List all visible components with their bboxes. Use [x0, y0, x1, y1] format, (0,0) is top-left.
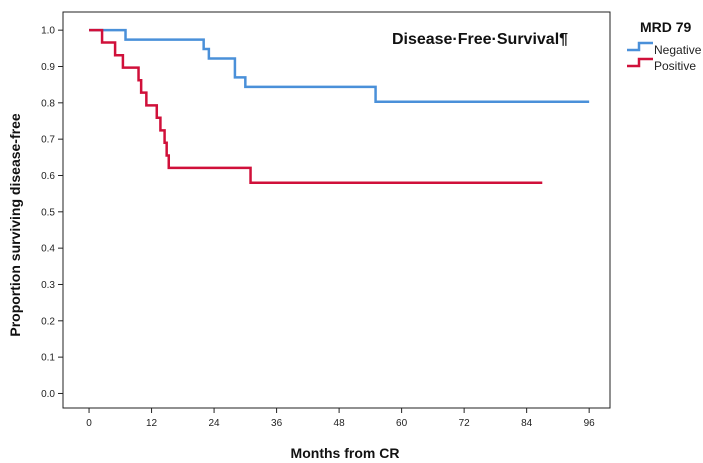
y-tick-label: 0.3 — [41, 280, 55, 291]
x-axis-title: Months from CR — [291, 445, 400, 461]
x-tick-label: 48 — [334, 418, 346, 429]
x-tick-label: 96 — [584, 418, 596, 429]
legend-label-negative: Negative — [654, 43, 702, 57]
plot-border — [62, 11, 611, 409]
y-tick-label: 0.7 — [41, 135, 55, 146]
plot-frame — [62, 11, 611, 409]
y-tick-label: 1.0 — [41, 26, 55, 37]
y-axis: 0.0 0.1 0.2 0.3 0.4 0.5 0.6 0.7 0.8 0.9 1.0 — [41, 26, 63, 400]
y-tick-label: 0.8 — [41, 98, 55, 109]
legend-label-positive: Positive — [654, 59, 696, 73]
x-tick-label: 12 — [146, 418, 158, 429]
x-tick-label: 72 — [459, 418, 471, 429]
legend-swatch-positive — [627, 57, 653, 68]
y-tick-label: 0.6 — [41, 171, 55, 182]
x-tick-label: 84 — [521, 418, 533, 429]
x-axis: 0 12 24 36 48 60 72 84 96 — [86, 408, 595, 429]
x-tick-label: 24 — [209, 418, 221, 429]
legend: MRD 79 Negative Positive — [627, 19, 702, 73]
y-tick-label: 0.5 — [41, 207, 55, 218]
series-layer — [89, 28, 590, 185]
legend-swatch-negative — [627, 41, 653, 52]
y-tick-label: 0.0 — [41, 389, 55, 400]
legend-title: MRD 79 — [640, 19, 692, 35]
y-tick-label: 0.1 — [41, 353, 55, 364]
y-tick-label: 0.4 — [41, 244, 55, 255]
y-tick-label: 0.2 — [41, 316, 55, 327]
x-tick-label: 0 — [86, 418, 92, 429]
chart-title: Disease·Free·Survival¶ — [392, 31, 568, 48]
y-axis-title: Proportion surviving disease-free — [7, 113, 23, 336]
x-tick-label: 36 — [271, 418, 283, 429]
x-tick-label: 60 — [396, 418, 408, 429]
series-line-negative — [89, 28, 590, 103]
series-line-positive — [89, 28, 543, 185]
y-tick-label: 0.9 — [41, 62, 55, 73]
